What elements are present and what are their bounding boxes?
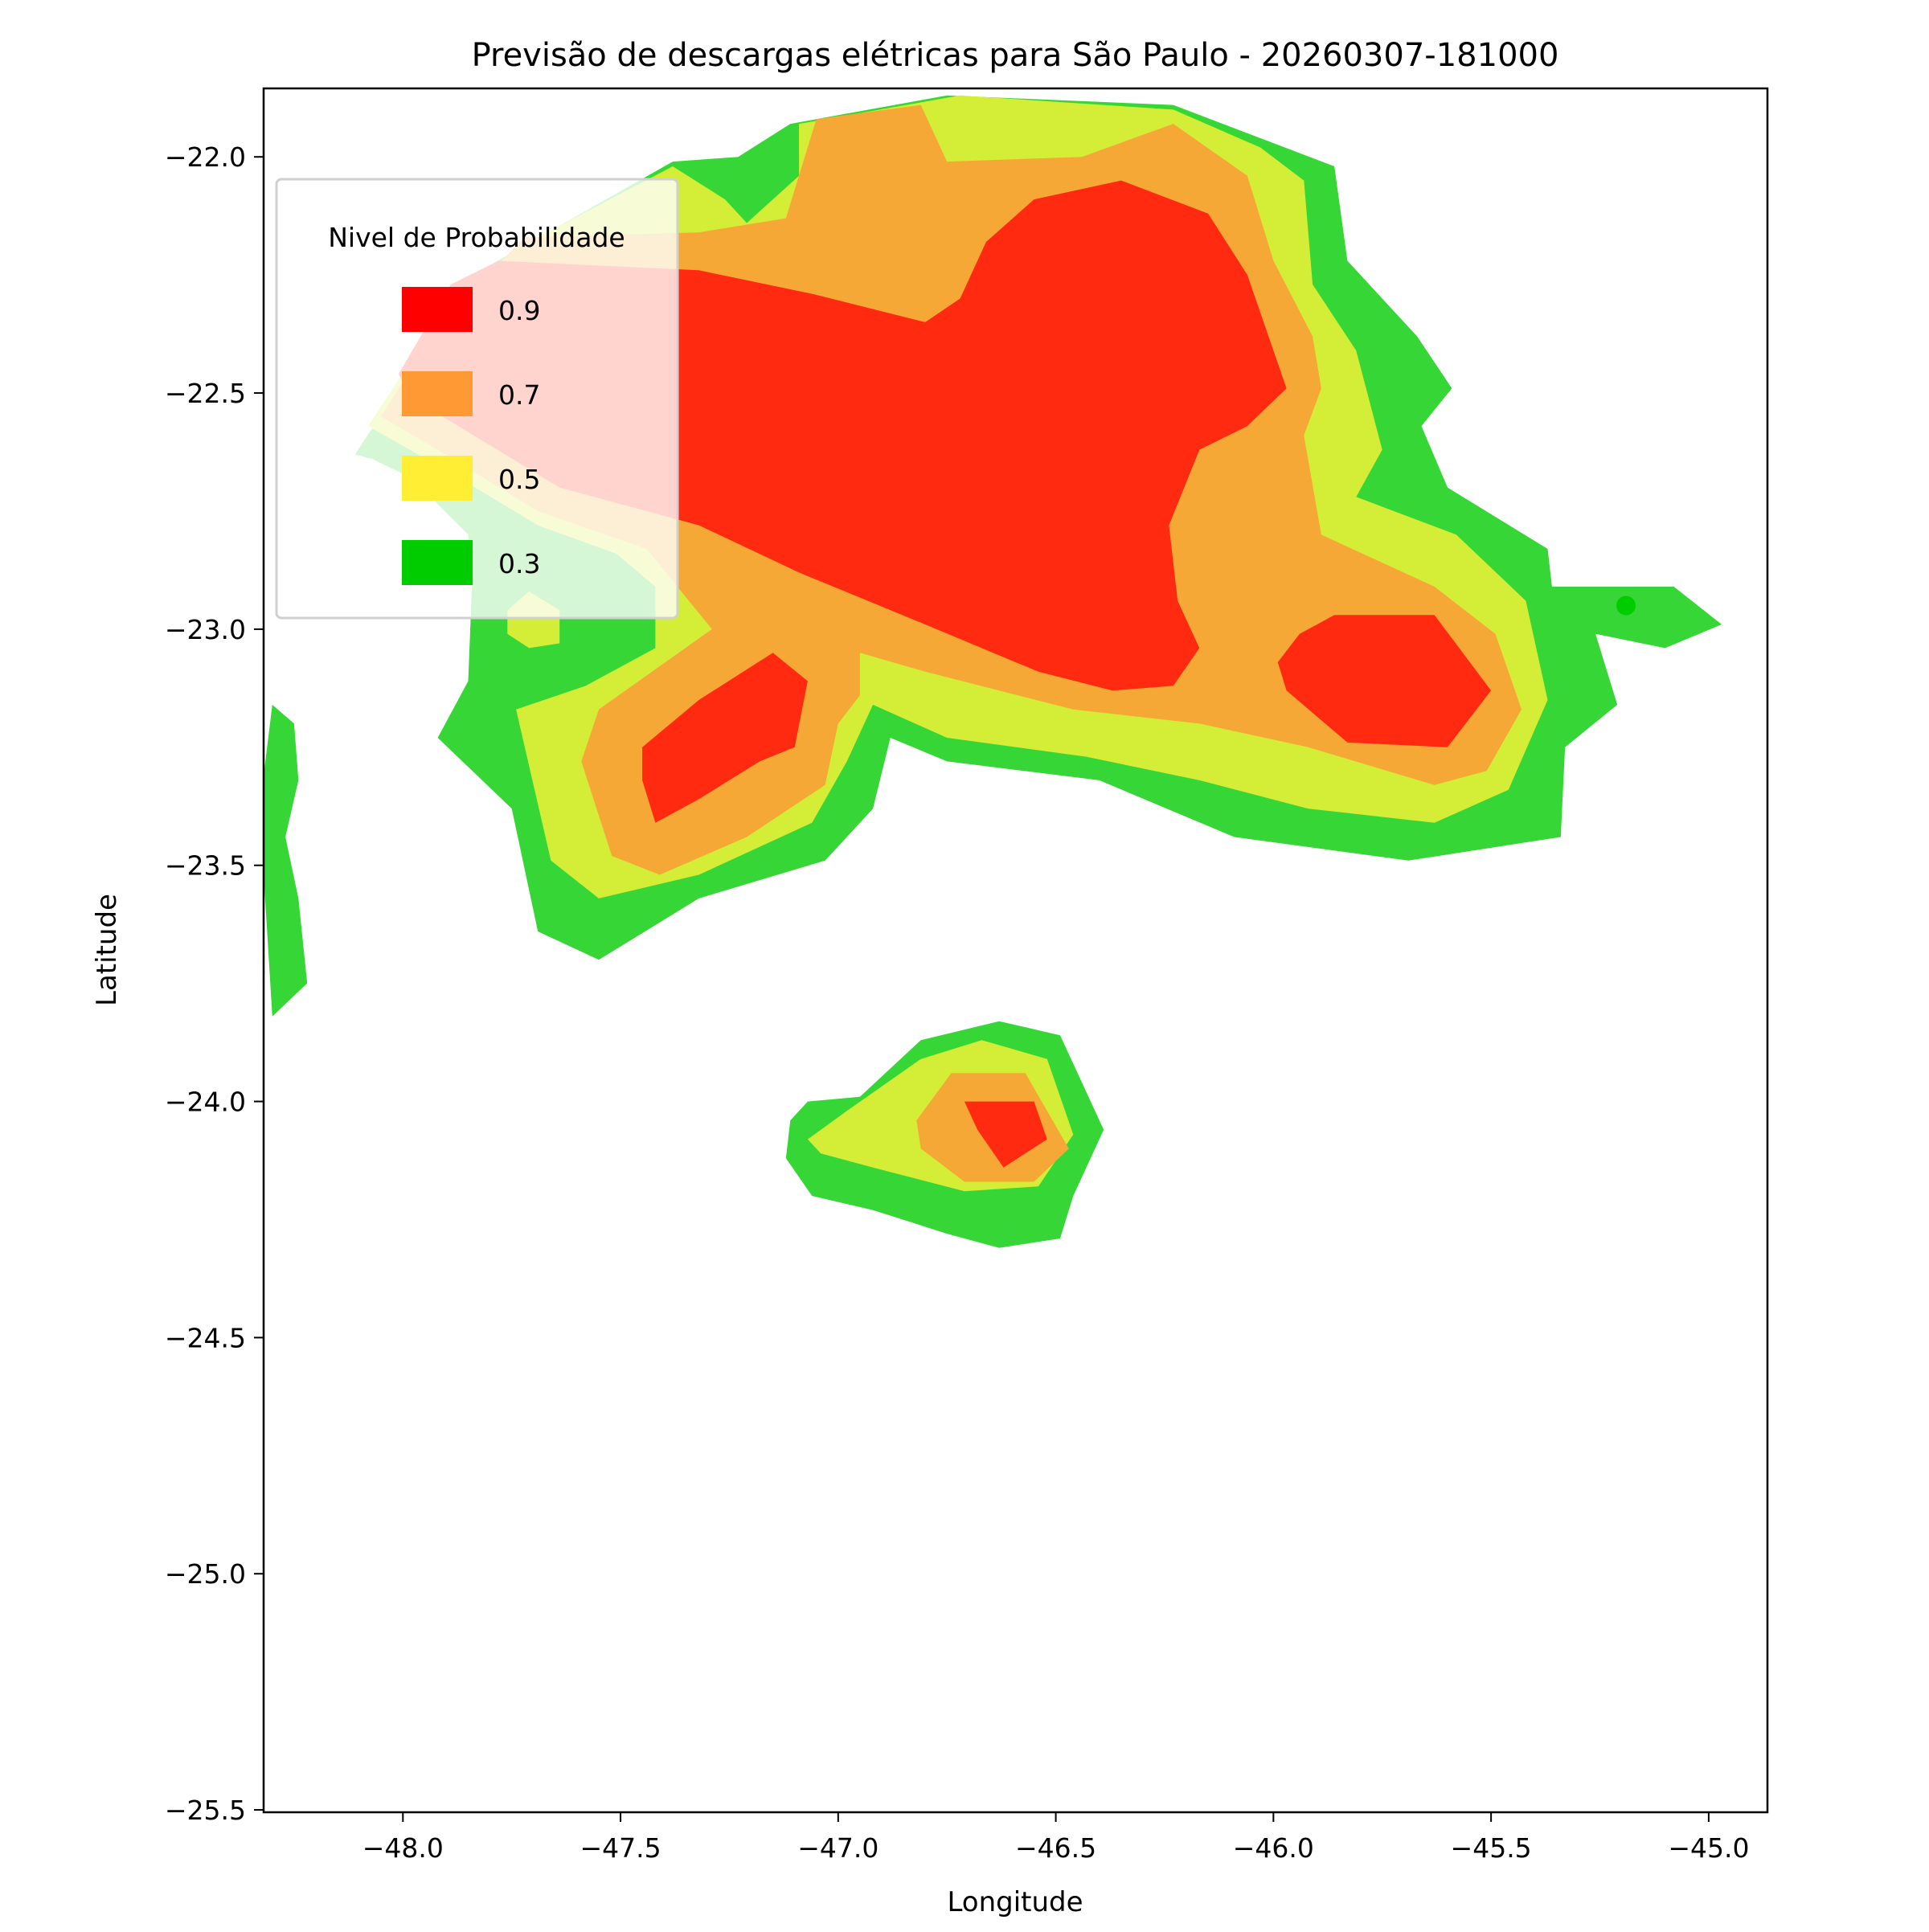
legend-swatch-09: [402, 287, 473, 332]
legend-title: Nivel de Probabilidade: [328, 222, 625, 253]
y-tick-label: −23.5: [165, 850, 246, 882]
data-points: [1616, 596, 1636, 616]
y-tick-label: −24.5: [165, 1322, 246, 1353]
x-axis-label: Longitude: [947, 1886, 1083, 1918]
legend-label: 0.3: [498, 548, 540, 579]
x-tick-label: −47.0: [797, 1832, 878, 1864]
legend-label: 0.5: [498, 464, 540, 495]
data-point-0: [1616, 596, 1636, 616]
y-axis-label: Latitude: [91, 894, 123, 1006]
x-tick-label: −48.0: [362, 1832, 444, 1864]
y-axis-ticks: −22.0 −22.5 −23.0 −23.5 −24.0 −24.5 −25.0 −25.5: [165, 141, 264, 1826]
contour-region-09-2: [1277, 615, 1492, 747]
legend-swatch-05: [402, 456, 473, 501]
y-tick-label: −22.0: [165, 141, 246, 173]
x-axis-ticks: −48.0 −47.5 −47.0 −46.5 −46.0 −45.5 −45.0: [362, 1812, 1749, 1864]
legend-label: 0.7: [498, 379, 540, 411]
legend-label: 0.9: [498, 295, 540, 326]
y-tick-label: −25.0: [165, 1558, 246, 1590]
legend-box: [275, 178, 679, 620]
legend: Nivel de Probabilidade 0.9 0.7 0.5 0.3: [275, 178, 679, 620]
plot-frame: [262, 87, 1769, 1814]
contour-region-03-1: [264, 704, 308, 1017]
legend-swatch-07: [402, 371, 473, 416]
x-tick-label: −46.5: [1015, 1832, 1096, 1864]
x-tick-label: −47.5: [580, 1832, 661, 1864]
contour-region-09-3: [964, 1101, 1047, 1168]
y-tick-label: −25.5: [165, 1795, 246, 1826]
y-tick-label: −23.0: [165, 614, 246, 645]
y-tick-label: −24.0: [165, 1087, 246, 1118]
chart-title: Previsão de descargas elétricas para São…: [472, 37, 1559, 74]
contour-region-09-1: [642, 653, 808, 823]
x-tick-label: −45.0: [1668, 1832, 1749, 1864]
y-tick-label: −22.5: [165, 378, 246, 409]
x-tick-label: −46.0: [1233, 1832, 1314, 1864]
legend-swatch-03: [402, 540, 473, 585]
x-tick-label: −45.5: [1451, 1832, 1532, 1864]
